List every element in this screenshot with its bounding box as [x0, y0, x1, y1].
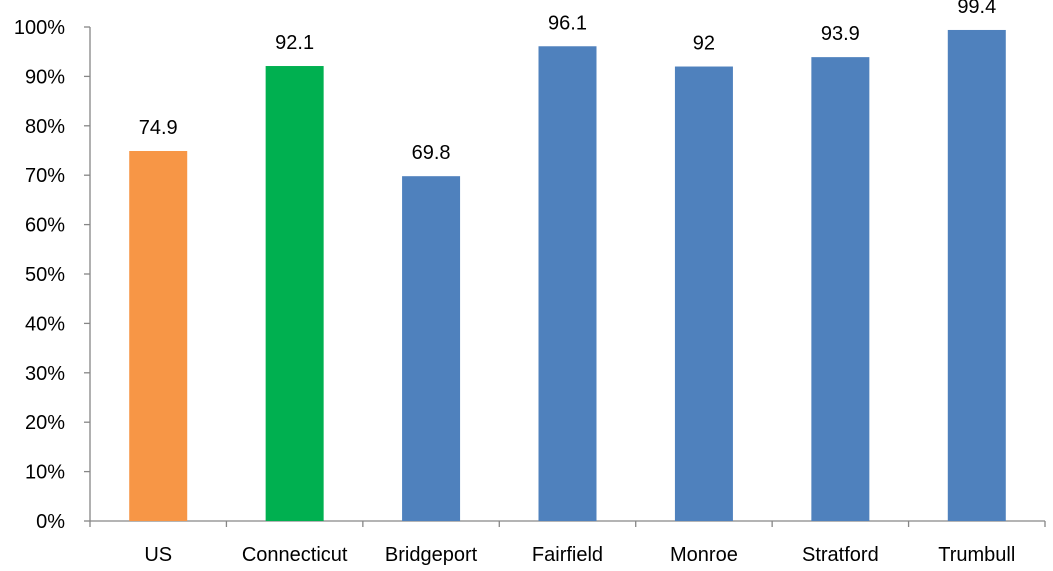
bar-stratford — [811, 57, 870, 521]
x-category-label: Stratford — [802, 544, 879, 566]
bar-monroe — [674, 66, 733, 522]
y-tick-label: 70% — [25, 165, 65, 187]
y-tick-label: 0% — [36, 511, 65, 533]
x-category-label: Monroe — [670, 544, 738, 566]
bar-us — [129, 150, 188, 521]
data-label: 74.9 — [139, 117, 178, 139]
bar-bridgeport — [402, 176, 461, 522]
y-tick-label: 100% — [14, 17, 65, 39]
data-label: 96.1 — [548, 12, 587, 34]
y-tick-label: 60% — [25, 215, 65, 237]
data-label: 69.8 — [412, 142, 451, 164]
y-tick-label: 80% — [25, 116, 65, 138]
y-axis: 0% 10% 20% 30% 40% 50% 60% 70% 80% 90% 100% — [14, 17, 91, 533]
y-tick-label: 50% — [25, 264, 65, 286]
x-category-label: Trumbull — [938, 544, 1015, 566]
data-label: 99.4 — [957, 0, 996, 18]
y-tick-label: 10% — [25, 462, 65, 484]
data-labels: 74.9 92.1 69.8 96.1 92 93.9 99.4 — [139, 0, 997, 164]
bar-connecticut — [265, 66, 324, 521]
data-label: 92.1 — [275, 32, 314, 54]
bars — [129, 29, 1006, 522]
y-tick-label: 20% — [25, 412, 65, 434]
x-category-label: US — [144, 544, 172, 566]
bar-trumbull — [947, 29, 1006, 522]
y-tick-label: 90% — [25, 66, 65, 88]
y-tick-label: 30% — [25, 363, 65, 385]
x-category-label: Bridgeport — [385, 544, 478, 566]
x-axis: US Connecticut Bridgeport Fairfield Monroe St… — [89, 520, 1046, 566]
x-category-label: Connecticut — [242, 544, 348, 566]
bar-fairfield — [538, 46, 597, 522]
x-category-label: Fairfield — [532, 544, 603, 566]
data-label: 92 — [693, 33, 715, 55]
data-label: 93.9 — [821, 23, 860, 45]
y-tick-label: 40% — [25, 313, 65, 335]
